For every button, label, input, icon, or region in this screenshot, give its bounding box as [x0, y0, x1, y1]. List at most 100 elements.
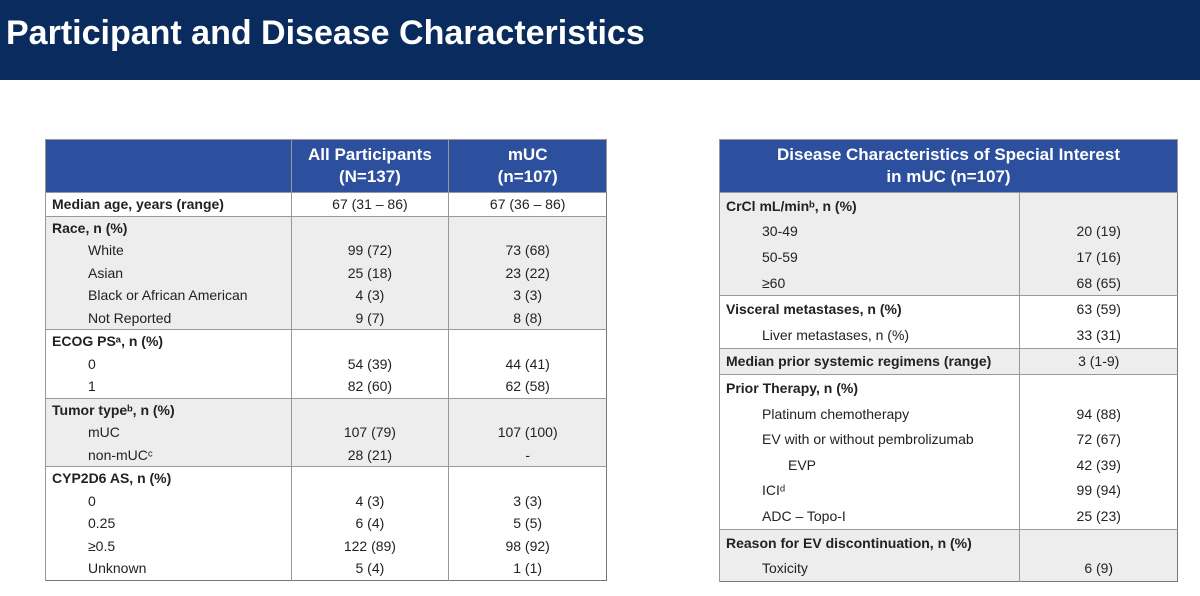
- row-value: 73 (68): [448, 239, 607, 262]
- row-label: CYP2D6 AS, n (%): [45, 466, 291, 490]
- group-row: Median prior systemic regimens (range) 3 …: [718, 347, 1178, 375]
- row-label: ≥60: [718, 269, 1020, 296]
- group-row: CYP2D6 AS, n (%): [45, 466, 607, 490]
- row-value: 3 (1-9): [1019, 347, 1178, 375]
- row-value: 98 (92): [448, 534, 607, 557]
- row-value: [448, 329, 607, 353]
- row-value: [448, 397, 607, 421]
- row-value: 62 (58): [448, 375, 607, 398]
- row-label: Reason for EV discontinuation, n (%): [718, 528, 1020, 556]
- header-cell: Disease Characteristics of Special Inter…: [719, 139, 1178, 193]
- row-value: 82 (60): [290, 375, 449, 398]
- row-value: -: [448, 443, 607, 467]
- item-row: Platinum chemotherapy 94 (88): [718, 400, 1178, 427]
- row-value: 8 (8): [448, 306, 607, 330]
- header-row: Disease Characteristics of Special Inter…: [719, 139, 1178, 193]
- item-row: ICIᵈ 99 (94): [718, 477, 1178, 504]
- group-row: Tumor typeᵇ, n (%): [45, 397, 607, 421]
- header-cell: [45, 139, 292, 193]
- participant-table: All Participants (N=137) mUC (n=107) Media…: [45, 139, 607, 581]
- group-row: ECOG PSᵃ, n (%): [45, 329, 607, 353]
- row-value: 1 (1): [448, 557, 607, 580]
- row-value: [448, 215, 607, 239]
- row-value: 25 (23): [1019, 503, 1178, 530]
- item-row: 0 54 (39) 44 (41): [45, 352, 607, 375]
- row-label: Median prior systemic regimens (range): [718, 347, 1020, 375]
- row-value: 28 (21): [290, 443, 449, 467]
- row-value: [290, 397, 449, 421]
- row-value: 4 (3): [290, 489, 449, 512]
- row-label: 50-59: [718, 244, 1020, 270]
- row-value: 6 (4): [290, 512, 449, 535]
- row-value: [1019, 374, 1178, 401]
- item-row: ADC – Topo-I 25 (23): [718, 503, 1178, 530]
- row-value: 68 (65): [1019, 269, 1178, 296]
- row-value: 42 (39): [1019, 451, 1178, 478]
- row-label: mUC: [45, 421, 291, 444]
- row-value: 67 (31 – 86): [290, 192, 449, 216]
- row-label: Race, n (%): [45, 215, 291, 239]
- row-label: White: [45, 239, 291, 262]
- item-row: Toxicity 6 (9): [718, 555, 1178, 582]
- item-row: EV with or without pembrolizumab 72 (67): [718, 426, 1178, 452]
- row-value: [448, 466, 607, 490]
- row-label: Black or African American: [45, 284, 291, 307]
- row-label: non-mUCᶜ: [45, 443, 291, 467]
- row-value: [1019, 191, 1178, 219]
- row-label: 0: [45, 489, 291, 512]
- row-label: Toxicity: [718, 555, 1020, 582]
- row-value: 3 (3): [448, 489, 607, 512]
- row-value: 72 (67): [1019, 426, 1178, 452]
- row-value: 33 (31): [1019, 321, 1178, 349]
- row-value: 5 (4): [290, 557, 449, 580]
- row-value: 5 (5): [448, 512, 607, 535]
- row-value: 17 (16): [1019, 244, 1178, 270]
- row-label: ADC – Topo-I: [718, 503, 1020, 530]
- header-cell: All Participants (N=137): [290, 139, 450, 193]
- row-label: Platinum chemotherapy: [718, 400, 1020, 427]
- item-row: 50-59 17 (16): [718, 244, 1178, 270]
- page-title: Participant and Disease Characteristics: [6, 14, 645, 52]
- row-value: 6 (9): [1019, 555, 1178, 582]
- row-value: 25 (18): [290, 261, 449, 284]
- row-label: Liver metastases, n (%): [718, 321, 1020, 349]
- row-value: 99 (72): [290, 239, 449, 262]
- row-value: 23 (22): [448, 261, 607, 284]
- row-value: 9 (7): [290, 306, 449, 330]
- item-row: EVP 42 (39): [718, 451, 1178, 478]
- item-row: Not Reported 9 (7) 8 (8): [45, 306, 607, 330]
- row-label: ≥0.5: [45, 534, 291, 557]
- group-row: Reason for EV discontinuation, n (%): [718, 528, 1178, 556]
- item-row: Liver metastases, n (%) 33 (31): [718, 321, 1178, 349]
- group-row: Visceral metastases, n (%) 63 (59): [718, 295, 1178, 322]
- group-row: Median age, years (range) 67 (31 – 86) 67 …: [45, 192, 607, 216]
- row-label: Visceral metastases, n (%): [718, 295, 1020, 322]
- row-value: 67 (36 – 86): [448, 192, 607, 216]
- row-label: 0.25: [45, 512, 291, 535]
- row-value: 44 (41): [448, 352, 607, 375]
- row-label: ICIᵈ: [718, 477, 1020, 504]
- row-value: 94 (88): [1019, 400, 1178, 427]
- item-row: Black or African American 4 (3) 3 (3): [45, 284, 607, 307]
- row-label: Median age, years (range): [45, 192, 291, 216]
- row-label: 1: [45, 375, 291, 398]
- row-value: 20 (19): [1019, 218, 1178, 245]
- group-row: Prior Therapy, n (%): [718, 374, 1178, 401]
- row-value: [290, 329, 449, 353]
- row-label: EVP: [718, 451, 1020, 478]
- row-label: 0: [45, 352, 291, 375]
- header-cell: mUC (n=107): [448, 139, 607, 193]
- row-label: Tumor typeᵇ, n (%): [45, 397, 291, 421]
- banner: Participant and Disease Characteristics: [0, 0, 1200, 80]
- group-row: Race, n (%): [45, 215, 607, 239]
- row-value: 54 (39): [290, 352, 449, 375]
- item-row: Asian 25 (18) 23 (22): [45, 261, 607, 284]
- row-label: EV with or without pembrolizumab: [718, 426, 1020, 452]
- item-row: mUC 107 (79) 107 (100): [45, 421, 607, 444]
- item-row: ≥0.5 122 (89) 98 (92): [45, 534, 607, 557]
- row-value: 107 (100): [448, 421, 607, 444]
- row-value: 4 (3): [290, 284, 449, 307]
- row-value: [1019, 528, 1178, 556]
